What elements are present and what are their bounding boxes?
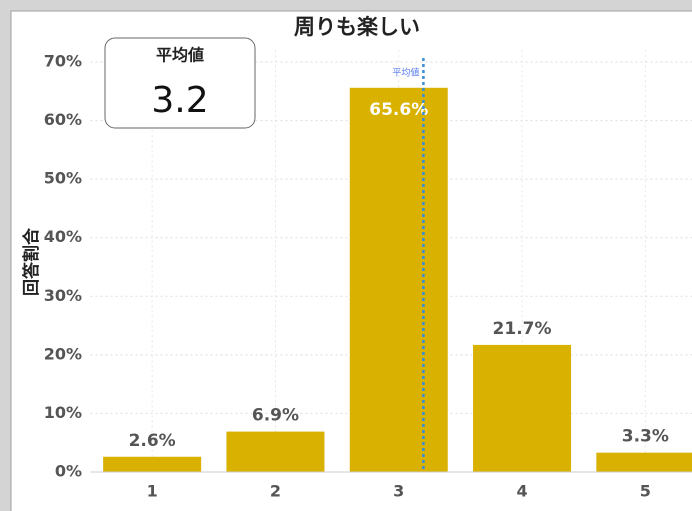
y-tick-label: 10% bbox=[44, 403, 82, 422]
y-tick-label: 50% bbox=[44, 169, 82, 188]
data-label: 3.3% bbox=[622, 427, 669, 447]
y-tick-label: 40% bbox=[44, 227, 82, 246]
x-tick-label: 5 bbox=[640, 482, 651, 501]
y-tick-label: 0% bbox=[55, 462, 82, 481]
bar bbox=[349, 87, 448, 472]
y-axis-label: 回答割合 bbox=[21, 227, 42, 296]
y-tick-label: 20% bbox=[44, 344, 82, 363]
y-tick-label: 70% bbox=[44, 52, 82, 71]
x-tick-label: 1 bbox=[147, 482, 158, 501]
chart-title: 周りも楽しい bbox=[294, 15, 420, 39]
mean-box-title: 平均値 bbox=[156, 46, 204, 65]
bar bbox=[103, 456, 202, 472]
data-label: 6.9% bbox=[252, 406, 299, 426]
bar bbox=[226, 431, 325, 472]
mean-box-value: 3.2 bbox=[151, 80, 208, 121]
data-label: 21.7% bbox=[493, 319, 552, 339]
data-label: 2.6% bbox=[129, 431, 176, 451]
y-tick-label: 30% bbox=[44, 286, 82, 305]
x-tick-label: 3 bbox=[393, 482, 404, 501]
y-tick-label: 60% bbox=[44, 110, 82, 129]
x-tick-label: 4 bbox=[516, 482, 527, 501]
data-label: 65.6% bbox=[369, 100, 428, 120]
bar bbox=[596, 452, 692, 472]
mean-line-label: 平均値 bbox=[392, 67, 419, 79]
x-tick-label: 2 bbox=[270, 482, 281, 501]
bar bbox=[473, 344, 572, 472]
mean-box bbox=[104, 37, 256, 129]
